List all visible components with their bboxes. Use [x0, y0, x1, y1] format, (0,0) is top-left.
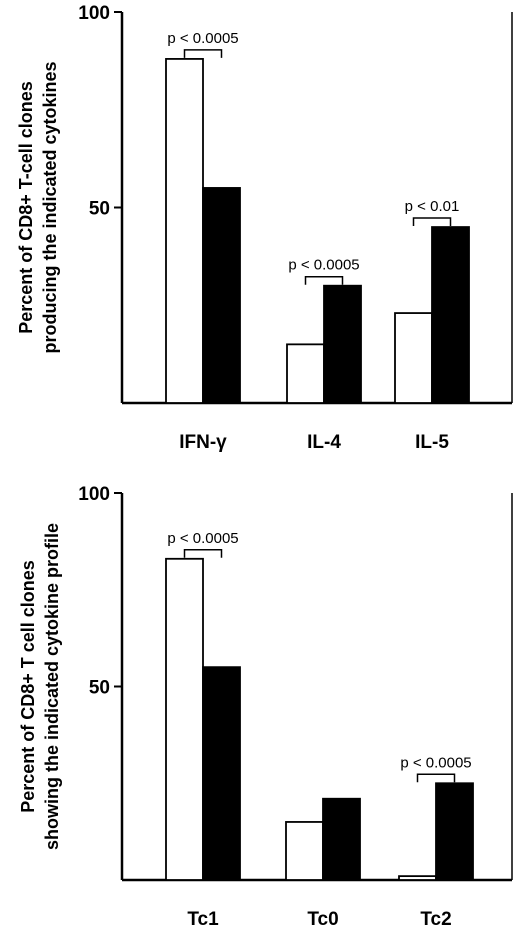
p-value-annotation: p < 0.0005: [400, 754, 471, 771]
p-value-annotation: p < 0.0005: [167, 30, 238, 47]
significance-bracket: [412, 217, 452, 227]
chart-bottom: 50 100 Percent of CD8+ T cell clones showin…: [18, 484, 513, 928]
significance-bracket: [183, 49, 223, 58]
y-tick-label: 100: [78, 3, 110, 24]
bar: [165, 557, 204, 881]
x-tick-label: Tc2: [420, 909, 451, 928]
y-tick-label: 50: [89, 678, 110, 699]
bar: [431, 226, 470, 404]
x-tick-label: IL-4: [307, 432, 341, 453]
bar: [202, 666, 241, 881]
bar: [202, 187, 241, 404]
x-tick-label: IL-5: [415, 432, 449, 453]
bar: [394, 312, 433, 404]
bar: [323, 284, 362, 404]
bar: [398, 875, 437, 881]
x-tick-label: IFN-γ: [179, 432, 227, 453]
x-tick-label: Tc1: [187, 909, 219, 928]
bar: [322, 797, 361, 881]
p-value-annotation: p < 0.0005: [288, 257, 359, 274]
y-axis-label: Percent of CD8+ T cell clones: [18, 560, 38, 813]
y-tick-label: 50: [89, 199, 110, 220]
y-axis-label: showing the indicated cytokine profile: [42, 523, 62, 850]
significance-bracket: [183, 549, 223, 558]
significance-bracket: [416, 773, 456, 783]
bar: [435, 782, 474, 881]
significance-bracket: [304, 275, 344, 285]
x-tick-label: Tc0: [307, 909, 338, 928]
chart-top: 50 100 Percent of CD8+ T-cell clones produc…: [16, 3, 513, 453]
p-value-annotation: p < 0.0005: [167, 530, 238, 547]
bar: [285, 821, 324, 881]
bar: [286, 343, 325, 404]
bar: [165, 58, 204, 404]
y-axis-label: producing the indicated cytokines: [40, 61, 60, 353]
y-tick-label: 100: [78, 484, 110, 505]
y-axis-label: Percent of CD8+ T-cell clones: [16, 81, 36, 334]
p-value-annotation: p < 0.01: [405, 198, 460, 215]
